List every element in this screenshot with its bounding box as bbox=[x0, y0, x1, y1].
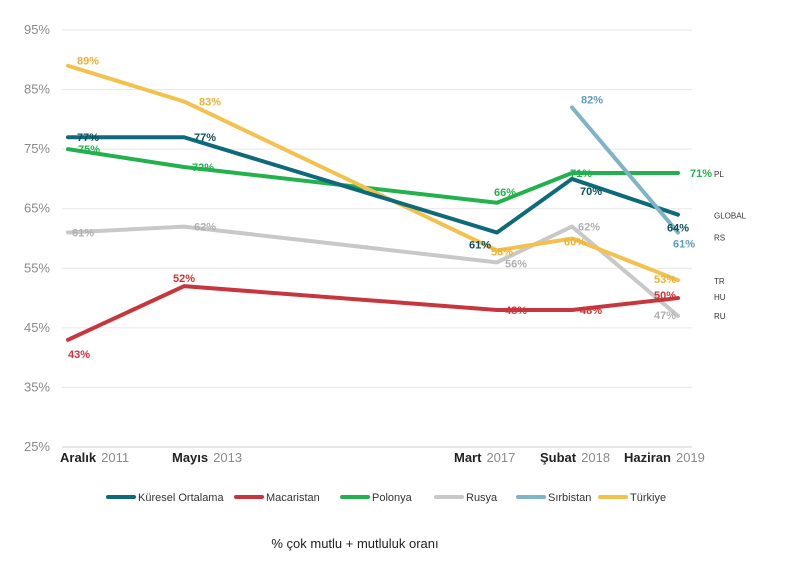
data-label-hu: 43% bbox=[68, 349, 90, 361]
y-tick-label: 65% bbox=[24, 201, 50, 216]
series-code-global: GLOBAL bbox=[714, 212, 747, 221]
x-tick-month: Aralık bbox=[60, 450, 97, 465]
x-tick-label: Mart 2017 bbox=[454, 450, 515, 465]
data-label-global: 64% bbox=[667, 223, 689, 235]
x-tick-month: Mart bbox=[454, 450, 482, 465]
legend-label-ru: Rusya bbox=[466, 492, 498, 504]
gridlines bbox=[62, 29, 692, 448]
data-label-pl: 71% bbox=[570, 168, 592, 180]
data-label-tr: 60% bbox=[564, 237, 586, 249]
data-label-global: 77% bbox=[194, 132, 216, 144]
series-code-tr: TR bbox=[714, 277, 725, 286]
data-label-pl: 72% bbox=[192, 162, 214, 174]
y-tick-label: 35% bbox=[24, 379, 50, 394]
series-code-hu: HU bbox=[714, 293, 726, 302]
data-label-ru: 62% bbox=[578, 222, 600, 234]
legend-label-pl: Polonya bbox=[372, 492, 413, 504]
x-tick-label: Şubat 2018 bbox=[540, 450, 610, 465]
data-label-ru: 47% bbox=[654, 310, 676, 322]
y-tick-label: 85% bbox=[24, 82, 50, 97]
data-label-rs: 82% bbox=[581, 94, 603, 106]
data-label-ru: 62% bbox=[194, 222, 216, 234]
x-axis-ticks: Aralık 2011 Mayıs 2013 Mart 2017 Şubat 2018 Hazi… bbox=[60, 450, 705, 465]
x-tick-month: Şubat bbox=[540, 450, 577, 465]
x-tick-year: 2019 bbox=[676, 450, 705, 465]
data-labels: 77% 77% 61% 70% 64% 43% 52% 48% 48% 50% 75% 72% 66% 7… bbox=[68, 56, 712, 361]
data-label-global: 70% bbox=[580, 186, 602, 198]
data-label-tr: 83% bbox=[199, 96, 221, 108]
data-label-tr: 58% bbox=[491, 246, 513, 258]
data-label-pl: 71% bbox=[690, 168, 712, 180]
data-label-ru: 61% bbox=[72, 228, 94, 240]
series-line-rs bbox=[570, 105, 680, 235]
data-label-hu: 52% bbox=[173, 273, 195, 285]
x-tick-month: Mayıs bbox=[172, 450, 208, 465]
data-label-hu: 48% bbox=[580, 305, 602, 317]
legend-label-rs: Sırbistan bbox=[548, 492, 591, 504]
chart-footnote: % çok mutlu + mutluluk oranı bbox=[271, 536, 439, 551]
x-tick-year: 2018 bbox=[581, 450, 610, 465]
y-axis-ticks: 95% 85% 75% 65% 55% 45% 35% 25% bbox=[24, 22, 50, 454]
x-tick-month: Haziran bbox=[624, 450, 671, 465]
data-label-tr: 53% bbox=[654, 274, 676, 286]
series-code-pl: PL bbox=[714, 170, 724, 179]
series-code-ru: RU bbox=[714, 312, 726, 321]
legend-label-global: Küresel Ortalama bbox=[138, 492, 224, 504]
y-tick-label: 75% bbox=[24, 141, 50, 156]
x-tick-year: 2017 bbox=[486, 450, 515, 465]
data-label-ru: 56% bbox=[505, 258, 527, 270]
data-label-tr: 89% bbox=[77, 56, 99, 68]
y-tick-label: 25% bbox=[24, 439, 50, 454]
data-label-pl: 75% bbox=[78, 144, 100, 156]
data-label-pl: 66% bbox=[494, 187, 516, 199]
series-line-ru bbox=[66, 224, 680, 318]
y-tick-label: 55% bbox=[24, 260, 50, 275]
x-tick-label: Haziran 2019 bbox=[624, 450, 705, 465]
series-line-hu bbox=[66, 284, 680, 342]
legend-label-tr: Türkiye bbox=[630, 492, 666, 504]
series-line-tr bbox=[66, 63, 680, 283]
data-label-global: 77% bbox=[77, 132, 99, 144]
x-tick-label: Mayıs 2013 bbox=[172, 450, 242, 465]
series-line-pl bbox=[66, 147, 680, 205]
series-line-global bbox=[66, 135, 680, 235]
data-label-hu: 50% bbox=[654, 290, 676, 302]
legend-label-hu: Macaristan bbox=[266, 492, 320, 504]
series-end-codes: GLOBAL HU PL RU RS TR bbox=[714, 170, 747, 321]
data-label-hu: 48% bbox=[505, 305, 527, 317]
series-code-rs: RS bbox=[714, 234, 725, 243]
x-tick-year: 2011 bbox=[101, 450, 129, 465]
data-label-rs: 61% bbox=[673, 239, 695, 251]
y-tick-label: 95% bbox=[24, 22, 50, 37]
legend: Küresel Ortalama Macaristan Polonya Rusya Sı… bbox=[106, 492, 666, 504]
data-label-global: 61% bbox=[469, 240, 491, 252]
series-lines bbox=[66, 63, 680, 342]
x-tick-year: 2013 bbox=[213, 450, 242, 465]
y-tick-label: 45% bbox=[24, 320, 50, 335]
x-tick-label: Aralık 2011 bbox=[60, 450, 129, 465]
